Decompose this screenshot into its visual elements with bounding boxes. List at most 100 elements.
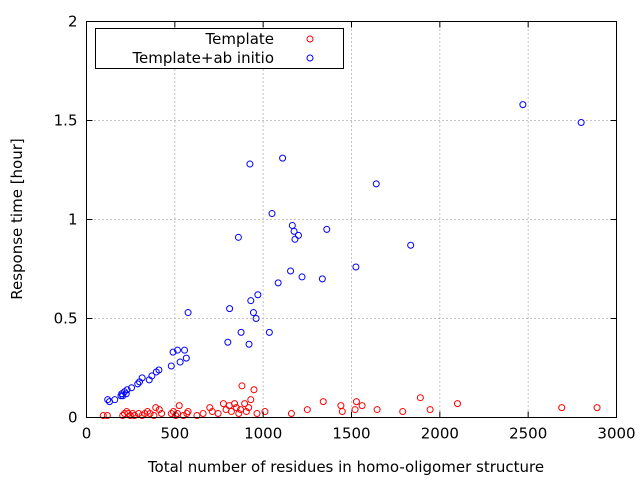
data-point-template [593, 404, 601, 412]
data-point-template-ab-initio [111, 396, 119, 404]
data-point-template [155, 406, 163, 414]
data-point-template [235, 410, 243, 418]
data-point-template-ab-initio [167, 362, 175, 370]
data-point-template-ab-initio [352, 263, 360, 271]
series-template [99, 382, 601, 420]
data-point-template [169, 408, 177, 416]
data-point-template-ab-initio [249, 309, 257, 317]
y-tick-label: 1 [68, 211, 78, 229]
data-point-template [184, 408, 192, 416]
legend-label-template-ab-initio: Template+ab initio [131, 49, 274, 67]
data-point-template-ab-initio [577, 118, 585, 126]
data-point-template-ab-initio [184, 309, 192, 317]
x-tick-label: 0 [82, 425, 92, 443]
data-point-template-ab-initio [122, 390, 130, 398]
data-point-template-ab-initio [237, 328, 245, 336]
data-point-template-ab-initio [295, 231, 302, 239]
data-point-template-ab-initio [254, 291, 262, 299]
data-point-template-ab-initio [279, 154, 287, 162]
data-point-template [146, 410, 154, 418]
data-point-template-ab-initio [247, 297, 255, 305]
data-point-template [219, 400, 227, 408]
data-point-template-ab-initio [323, 225, 331, 233]
data-point-template-ab-initio [291, 235, 299, 243]
data-point-template-ab-initio [519, 101, 527, 109]
data-point-template-ab-initio [224, 338, 232, 346]
data-point-template [193, 412, 201, 420]
data-point-template-ab-initio [318, 275, 326, 283]
data-point-template-ab-initio [226, 305, 234, 313]
data-point-template [172, 412, 180, 420]
y-axis-label: Response time [hour] [8, 138, 26, 300]
data-point-template-ab-initio [173, 346, 181, 354]
data-point-template [227, 408, 235, 416]
data-point-template-ab-initio [290, 227, 298, 235]
data-point-template [124, 410, 132, 418]
data-point-template [352, 398, 360, 406]
data-point-template [214, 410, 222, 418]
x-tick-label: 1500 [332, 425, 370, 443]
x-tick-label: 2000 [421, 425, 459, 443]
y-tick-label: 0.5 [54, 310, 78, 328]
x-axis-label: Total number of residues in homo-oligome… [147, 458, 544, 476]
data-point-template [238, 382, 246, 390]
legend-marker-template-ab-initio [306, 54, 314, 62]
x-tick-label: 1000 [244, 425, 282, 443]
y-tick-label: 1.5 [54, 112, 78, 130]
data-point-template-ab-initio [104, 396, 112, 404]
data-point-template [358, 402, 366, 410]
data-point-template-ab-initio [298, 273, 306, 281]
data-point-template [454, 400, 461, 408]
data-point-template-ab-initio [274, 279, 282, 287]
data-point-template [231, 400, 239, 408]
data-point-template-ab-initio [123, 386, 131, 394]
y-tick-label: 0 [68, 409, 78, 427]
data-point-template [150, 412, 158, 420]
legend-box [95, 28, 344, 69]
x-tick-label: 3000 [597, 425, 635, 443]
data-point-template-ab-initio [234, 233, 242, 241]
data-point-template [242, 408, 250, 416]
axis-ticks [86, 21, 617, 418]
legend: Template Template+ab initio [95, 28, 344, 69]
y-tick-label: 2 [68, 13, 78, 31]
data-point-template [399, 408, 407, 416]
x-tick-label: 500 [161, 425, 190, 443]
data-point-template [247, 396, 255, 404]
data-point-template-ab-initio [252, 315, 260, 322]
data-point-template-ab-initio [176, 358, 184, 366]
data-point-template [351, 406, 359, 414]
data-point-template [199, 410, 207, 418]
y-tick-labels: 0 0.5 1 1.5 2 [54, 13, 78, 427]
data-point-template [253, 410, 261, 418]
data-point-template [241, 400, 249, 408]
data-point-template [319, 398, 327, 406]
data-point-template-ab-initio [119, 392, 127, 400]
data-point-template-ab-initio [169, 348, 177, 356]
data-point-template [287, 410, 295, 418]
data-point-template-ab-initio [288, 221, 296, 229]
data-point-template-ab-initio [134, 380, 142, 388]
data-point-template [426, 406, 434, 414]
data-point-template [158, 410, 166, 418]
series-template-ab-initio [104, 101, 585, 406]
data-point-template-ab-initio [128, 384, 136, 392]
data-point-template [131, 412, 139, 420]
legend-marker-template [306, 35, 314, 43]
data-point-template-ab-initio [268, 210, 276, 218]
data-point-template-ab-initio [138, 374, 146, 382]
legend-label-template: Template [205, 30, 274, 48]
data-point-template-ab-initio [246, 160, 254, 168]
x-tick-label: 2500 [509, 425, 547, 443]
data-point-template [373, 406, 381, 414]
data-point-template-ab-initio [245, 340, 253, 348]
data-point-template [558, 404, 566, 412]
data-point-template [99, 412, 107, 420]
data-point-template [245, 404, 253, 412]
data-point-template [152, 404, 160, 412]
data-point-template [261, 408, 269, 416]
data-point-template-ab-initio [155, 366, 163, 374]
data-point-template-ab-initio [265, 328, 273, 336]
data-point-template [179, 412, 187, 420]
